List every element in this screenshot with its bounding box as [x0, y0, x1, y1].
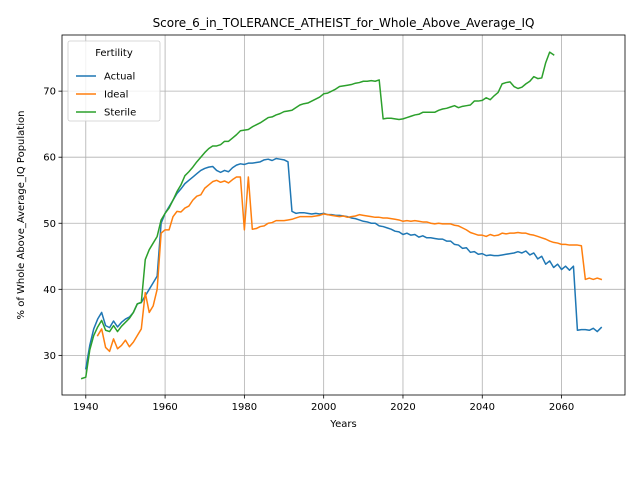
- legend-title: Fertility: [95, 48, 133, 59]
- y-axis-label: % of Whole Above_Average_IQ Population: [16, 111, 27, 320]
- x-tick-label: 2000: [311, 402, 336, 413]
- legend-entries: Actual Ideal Sterile: [76, 72, 136, 119]
- y-tick-label: 70: [43, 87, 56, 98]
- y-tick-label: 50: [43, 219, 56, 230]
- x-tick-label: 1940: [73, 402, 98, 413]
- legend-box: [67, 40, 161, 122]
- legend-label-actual: Actual: [104, 72, 135, 83]
- y-tick-label: 60: [43, 153, 56, 164]
- legend-label-sterile: Sterile: [104, 108, 136, 119]
- y-tick-label: 40: [43, 285, 56, 296]
- x-axis-label: Years: [329, 419, 356, 430]
- x-tick-label: 1980: [232, 402, 257, 413]
- series-lines: [80, 51, 603, 380]
- chart-title: Score_6_in_TOLERANCE_ATHEIST_for_Whole_A…: [153, 16, 535, 30]
- x-tick-label: 2020: [390, 402, 415, 413]
- x-tick-label: 2060: [549, 402, 574, 413]
- y-tick-label: 30: [43, 351, 56, 362]
- legend-label-ideal: Ideal: [104, 90, 128, 101]
- x-tick-label: 2040: [470, 402, 495, 413]
- legend: Fertility Actual Ideal Sterile: [67, 40, 161, 122]
- x-tick-label: 1960: [152, 402, 177, 413]
- axis-ticks: 1940 1960 1980 2000 2020 2040 2060 30 40 50 60 70: [43, 87, 574, 413]
- axes-frame: [61, 34, 626, 396]
- series-line-ideal: [96, 176, 603, 353]
- series-line-sterile: [80, 51, 555, 380]
